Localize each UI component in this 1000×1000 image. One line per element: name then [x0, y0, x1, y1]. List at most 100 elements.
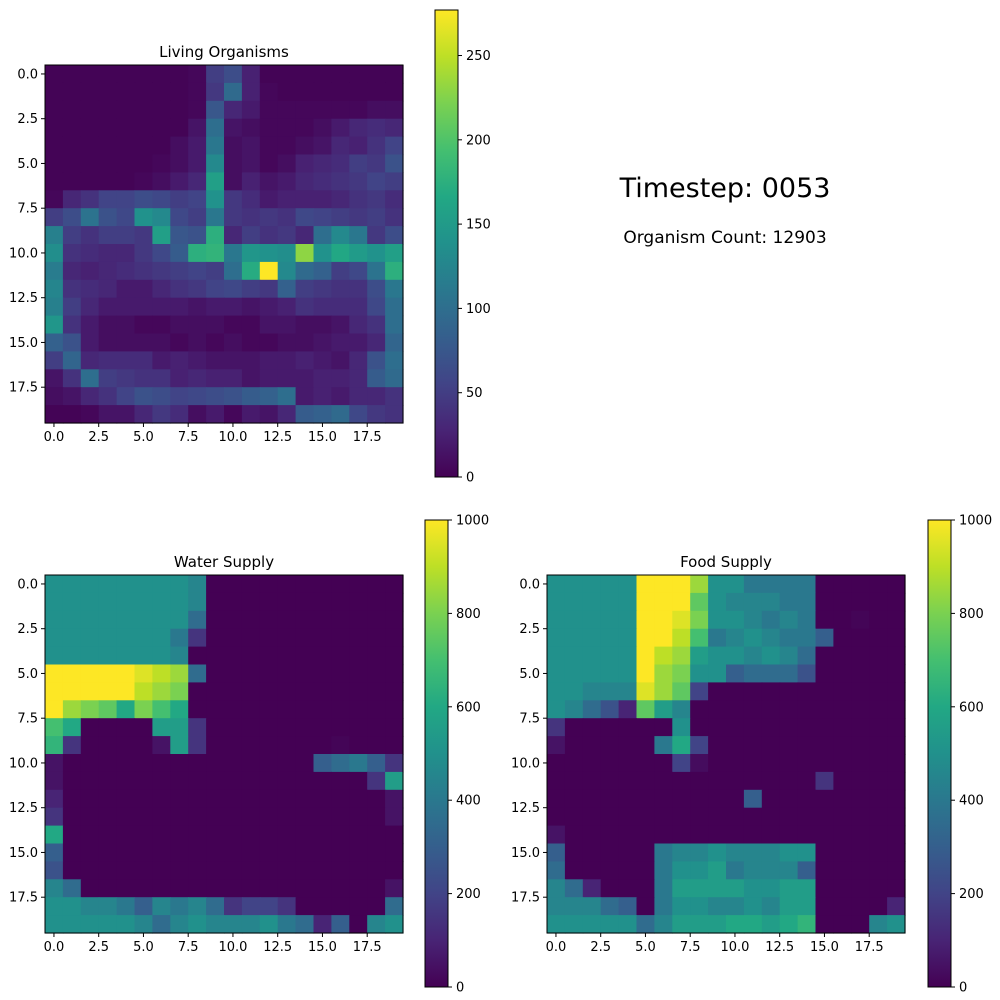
heatmap-cell: [331, 736, 350, 755]
x-tick-label: 12.5: [263, 430, 292, 445]
heatmap-cell: [779, 700, 799, 719]
heatmap-cell: [708, 807, 727, 827]
heatmap-cell: [743, 575, 763, 594]
heatmap-cell: [547, 807, 566, 827]
heatmap-cell: [672, 736, 691, 755]
heatmap-cell: [313, 136, 332, 156]
heatmap-cell: [313, 754, 332, 773]
heatmap-cell: [367, 405, 386, 424]
heatmap-cell: [672, 771, 691, 791]
heatmap-cell: [833, 575, 852, 594]
heatmap-cell: [726, 915, 745, 934]
heatmap-cell: [779, 915, 799, 934]
heatmap-cell: [851, 825, 870, 845]
heatmap-cell: [797, 664, 817, 683]
heatmap-cell: [797, 575, 817, 594]
heatmap-cell: [277, 610, 297, 630]
heatmap-cell: [80, 154, 100, 173]
heatmap-cell: [241, 405, 261, 424]
heatmap-cell: [98, 226, 118, 245]
heatmap-cell: [654, 789, 673, 809]
heatmap-cell: [170, 387, 189, 406]
heatmap-cell: [116, 646, 136, 666]
heatmap-cell: [98, 825, 118, 845]
heatmap-cell: [887, 646, 906, 666]
heatmap-cell: [367, 861, 386, 880]
heatmap-cell: [98, 592, 118, 612]
heatmap-cell: [45, 261, 64, 281]
heatmap-cell: [708, 915, 727, 934]
heatmap-cell: [62, 136, 82, 156]
heatmap-cell: [690, 843, 709, 862]
heatmap-cell: [654, 861, 673, 880]
heatmap-cell: [277, 118, 297, 138]
heatmap-cell: [241, 628, 261, 648]
heatmap-cell: [116, 610, 136, 630]
heatmap-cell: [367, 754, 386, 773]
heatmap-cell: [815, 861, 834, 880]
heatmap-cell: [331, 718, 350, 737]
heatmap-cell: [188, 843, 207, 862]
heatmap-cell: [367, 118, 386, 138]
heatmap-cell: [654, 843, 673, 862]
heatmap-cell: [564, 700, 584, 719]
heatmap-cell: [259, 861, 279, 880]
heatmap-cell: [743, 610, 763, 630]
heatmap-cell: [654, 664, 673, 683]
heatmap-cell: [170, 226, 189, 245]
heatmap-cell: [887, 879, 906, 898]
heatmap-cell: [80, 682, 100, 701]
heatmap-cell: [206, 244, 225, 263]
heatmap-cell: [385, 575, 404, 594]
heatmap-cell: [385, 261, 404, 281]
heatmap-cell: [331, 754, 350, 773]
heatmap-cell: [45, 208, 64, 227]
heatmap-cell: [80, 736, 100, 755]
heatmap-cell: [708, 789, 727, 809]
heatmap-cell: [851, 664, 870, 683]
heatmap-cell: [313, 628, 332, 648]
heatmap-cell: [331, 244, 350, 263]
heatmap-cell: [833, 610, 852, 630]
heatmap-cell: [887, 628, 906, 648]
heatmap-cell: [80, 771, 100, 791]
heatmap-cell: [349, 226, 368, 245]
heatmap-cell: [152, 575, 171, 594]
heatmap-cell: [80, 333, 100, 352]
heatmap-cell: [349, 843, 368, 862]
heatmap-cell: [134, 172, 153, 191]
heatmap-cell: [206, 65, 225, 84]
heatmap-cell: [224, 843, 243, 862]
heatmap-cell: [188, 387, 207, 406]
heatmap-cell: [152, 190, 171, 209]
heatmap-cell: [170, 897, 189, 916]
heatmap-cell: [98, 575, 118, 594]
heatmap-cell: [277, 208, 297, 227]
heatmap-cell: [349, 897, 368, 916]
heatmap-cell: [259, 226, 279, 245]
heatmap-cell: [367, 575, 386, 594]
heatmap-cell: [134, 771, 153, 791]
heatmap-cell: [564, 610, 584, 630]
heatmap-cell: [241, 843, 261, 862]
heatmap-cell: [313, 261, 332, 281]
heatmap-cell: [224, 664, 243, 683]
heatmap-cell: [349, 172, 368, 191]
heatmap-cell: [600, 861, 620, 880]
heatmap-cell: [708, 646, 727, 666]
heatmap-cell: [224, 915, 243, 934]
heatmap-cell: [62, 897, 82, 916]
heatmap-cell: [887, 700, 906, 719]
heatmap-cell: [188, 297, 207, 317]
heatmap-cell: [170, 861, 189, 880]
heatmap-cell: [367, 592, 386, 612]
heatmap-cell: [80, 244, 100, 263]
heatmap-cell: [349, 333, 368, 352]
heatmap-cell: [224, 682, 243, 701]
x-tick-label: 0.0: [44, 430, 65, 445]
heatmap-cell: [45, 592, 64, 612]
heatmap-cell: [851, 646, 870, 666]
heatmap-cell: [618, 915, 638, 934]
heatmap-cell: [295, 297, 315, 317]
heatmap-cell: [295, 897, 315, 916]
